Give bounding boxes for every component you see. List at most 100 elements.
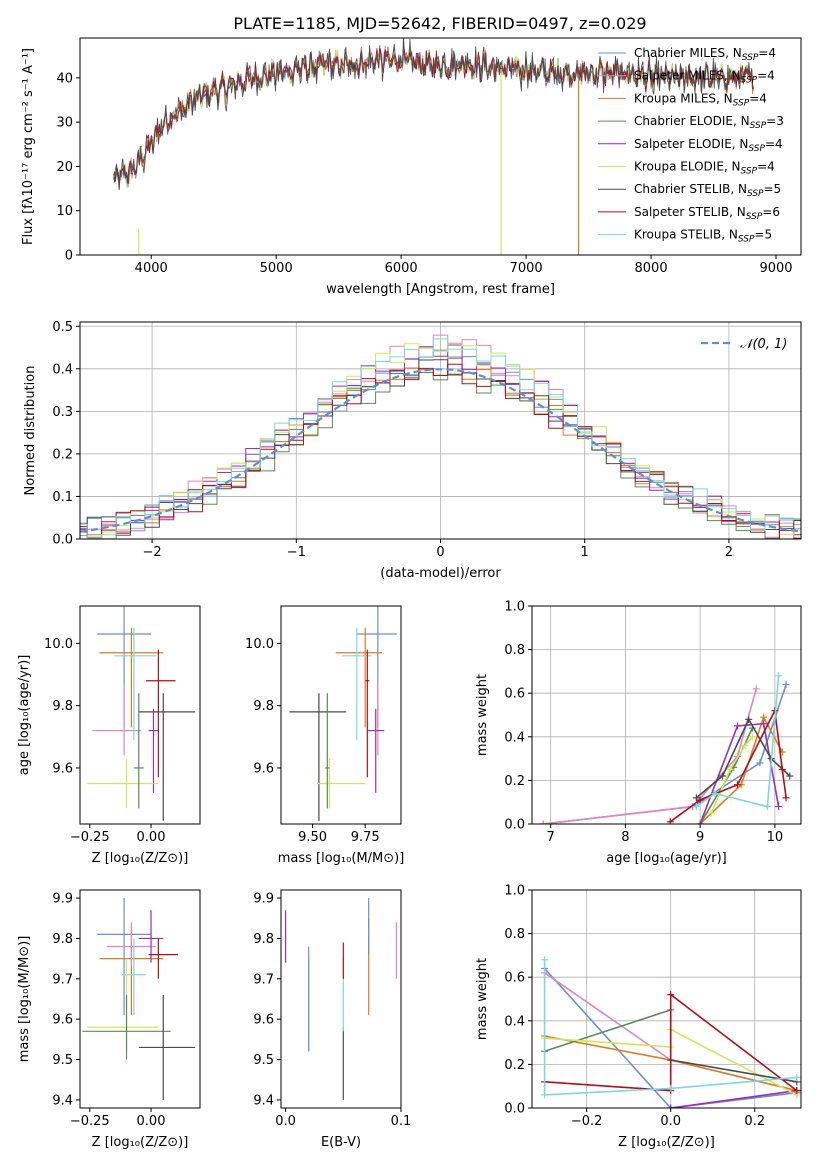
figure-title: PLATE=1185, MJD=52642, FIBERID=0497, z=0…	[233, 14, 646, 33]
axes-frame	[79, 889, 201, 1109]
x-tick-label: 5000	[260, 261, 293, 276]
series-line	[669, 707, 787, 823]
mass-vs-Z-panel: −0.25 0.00 9.4 9.5 9.6 9.7 9.8 9.9 Z [log₁₀(Z/Z⊙…	[17, 889, 201, 1150]
legend-label: Chabrier STELIB, NSSP=5	[634, 182, 781, 199]
x-tick-label: 0.2	[744, 1114, 765, 1129]
series-line	[695, 717, 791, 799]
y-tick-label: 9.9	[52, 892, 73, 907]
y-tick-label: 0.6	[504, 971, 525, 986]
axes-frame	[531, 605, 802, 825]
y-tick-label: 9.8	[253, 932, 274, 947]
x-tick-label: 4000	[135, 261, 168, 276]
axes-frame	[280, 889, 402, 1109]
y-tick-label: 9.5	[253, 1053, 274, 1068]
normal-legend-label: 𝒩(0, 1)	[740, 337, 787, 352]
x-tick-label: 0	[436, 545, 444, 560]
x-tick-label: 7000	[510, 261, 543, 276]
y-tick-label: 9.7	[253, 972, 274, 987]
y-tick-label: 9.8	[52, 932, 73, 947]
y-tick-label: 9.5	[52, 1053, 73, 1068]
legend-label: Kroupa STELIB, NSSP=5	[634, 228, 772, 245]
series-line	[670, 1059, 797, 1083]
y-tick-label: 0.4	[504, 730, 525, 745]
series-line	[543, 688, 757, 824]
x-tick-label: −0.25	[70, 1114, 110, 1129]
mass-vs-EBV-plot-area	[285, 898, 397, 1100]
axes-frame	[79, 605, 201, 825]
y-tick-label: 0.8	[504, 643, 525, 658]
y-axis-label: Normed distribution	[23, 366, 38, 496]
y-tick-label: 40	[56, 71, 73, 86]
histogram-step	[80, 334, 801, 538]
x-axis-label: Z [log₁₀(Z/Z⊙)]	[92, 851, 189, 866]
x-axis-label: Z [log₁₀(Z/Z⊙)]	[92, 1135, 189, 1150]
age-vs-Z-panel: −0.25 0.00 9.6 9.8 10.0 Z [log₁₀(Z/Z⊙)] age [l…	[17, 605, 201, 866]
y-tick-label: 0.0	[504, 818, 525, 833]
x-tick-label: 0.0	[660, 1114, 681, 1129]
spectrum-panel: 4000 5000 6000 7000 8000 9000 0 10 20 30 40 wavelen…	[21, 37, 802, 297]
y-tick-label: 0.4	[504, 1014, 525, 1029]
y-tick-label: 30	[56, 116, 73, 131]
legend-label: Chabrier MILES, NSSP=4	[634, 46, 776, 63]
x-tick-label: 10	[767, 830, 784, 845]
y-tick-label: 10	[56, 204, 73, 219]
legend-label: Salpeter STELIB, NSSP=6	[634, 205, 780, 222]
axes-frame	[531, 889, 802, 1109]
x-axis-label: E(B-V)	[321, 1135, 361, 1150]
series-line	[543, 959, 797, 1096]
x-tick-label: 9.75	[351, 830, 380, 845]
legend-label: Chabrier ELODIE, NSSP=3	[634, 114, 784, 131]
y-tick-label: 0.8	[504, 927, 525, 942]
y-tick-label: 9.4	[52, 1093, 73, 1108]
x-tick-label: 1	[581, 545, 589, 560]
x-axis-label: (data-model)/error	[380, 566, 501, 581]
y-axis-label: age [log₁₀(age/yr)]	[17, 655, 32, 776]
spectrum-line	[113, 38, 754, 189]
x-tick-label: 7	[547, 830, 555, 845]
series-line	[695, 675, 780, 808]
histogram-step	[80, 359, 801, 534]
y-tick-label: 0.3	[52, 405, 73, 420]
y-tick-label: 1.0	[504, 884, 525, 899]
age-vs-Z-plot-area	[87, 606, 196, 821]
y-tick-label: 10.0	[44, 637, 73, 652]
x-axis-label: mass [log₁₀(M/M⊙)]	[278, 851, 405, 866]
x-axis-label: wavelength [Angstrom, rest frame]	[326, 282, 555, 297]
y-tick-label: 0.2	[504, 1058, 525, 1073]
x-tick-label: 8000	[635, 261, 668, 276]
x-tick-label: 0.0	[275, 1114, 296, 1129]
histogram-step	[80, 343, 801, 539]
x-tick-label: 9	[696, 830, 704, 845]
x-tick-label: 0.00	[137, 830, 166, 845]
age-vs-mass-panel: 9.50 9.75 9.6 9.8 10.0 mass [log₁₀(M/M⊙)]	[245, 605, 405, 866]
y-tick-label: 9.9	[253, 892, 274, 907]
series-line	[544, 967, 797, 1108]
y-tick-label: 1.0	[504, 600, 525, 615]
x-axis-label: age [log₁₀(age/yr)]	[606, 851, 727, 866]
series-line	[670, 1089, 797, 1108]
y-tick-label: 9.8	[52, 699, 73, 714]
spectrum-legend: Chabrier MILES, NSSP=4 Salpeter MILES, NS…	[598, 46, 784, 245]
series-line	[544, 992, 798, 1092]
massweight-vs-Z-panel: −0.2 0.0 0.2 0.0 0.2 0.4 0.6 0.8 1.0 Z [log₁₀(Z/Z…	[475, 884, 802, 1150]
mass-vs-Z-plot-area	[82, 898, 196, 1100]
y-axis-label: Flux [fλ10⁻¹⁷ erg cm⁻² s⁻¹ A⁻¹]	[21, 48, 36, 245]
y-tick-label: 9.6	[52, 761, 73, 776]
x-tick-label: 0.1	[391, 1114, 412, 1129]
x-tick-label: 9000	[759, 261, 792, 276]
y-tick-label: 9.4	[253, 1093, 274, 1108]
x-tick-label: 8	[621, 830, 629, 845]
x-tick-label: −0.2	[571, 1114, 603, 1129]
y-tick-label: 0.2	[52, 447, 73, 462]
x-tick-label: 6000	[385, 261, 418, 276]
x-axis-label: Z [log₁₀(Z/Z⊙)]	[618, 1135, 715, 1150]
histogram-step	[80, 363, 801, 539]
massweight-vs-age-panel: 7 8 9 10 0.0 0.2 0.4 0.6 0.8 1.0 age [log₁₀(age/yr…	[475, 600, 802, 866]
legend-label: Kroupa ELODIE, NSSP=4	[634, 160, 775, 177]
y-tick-label: 0.0	[52, 533, 73, 548]
normal-curve	[80, 368, 801, 533]
massweight-vs-Z-plot-area	[541, 956, 801, 1108]
residuals-plot-area	[80, 334, 801, 539]
y-tick-label: 20	[56, 160, 73, 175]
y-tick-label: 0.6	[504, 687, 525, 702]
